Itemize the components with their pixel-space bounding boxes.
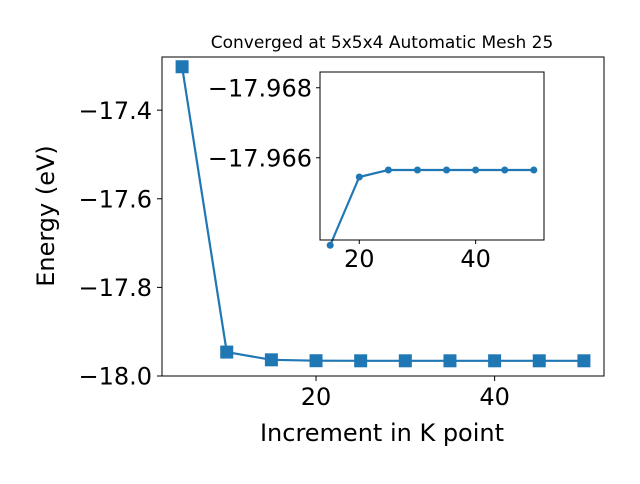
main-x-tick-label: 20 bbox=[301, 383, 332, 411]
main-y-tick-label: −17.6 bbox=[78, 185, 152, 213]
inset-data-point bbox=[530, 166, 538, 174]
inset-data-point bbox=[413, 166, 421, 174]
inset-background bbox=[320, 72, 544, 240]
inset-x-tick-label: 40 bbox=[460, 245, 491, 273]
main-y-tick-label: −17.4 bbox=[78, 97, 152, 125]
inset-data-point bbox=[501, 166, 509, 174]
main-data-point bbox=[532, 354, 546, 368]
main-y-tick-label: −17.8 bbox=[78, 274, 152, 302]
chart-title: Converged at 5x5x4 Automatic Mesh 25 bbox=[211, 33, 554, 53]
inset-data-point bbox=[355, 173, 363, 181]
main-data-point bbox=[264, 353, 278, 367]
main-data-point bbox=[354, 354, 368, 368]
main-axes: 20 40 −18.0 −17.8 −17.6 −17.4 bbox=[78, 97, 509, 411]
inset-data-point bbox=[326, 241, 334, 249]
main-plot-frame bbox=[161, 56, 605, 377]
main-data-point bbox=[175, 60, 189, 74]
inset-series-line bbox=[329, 168, 534, 246]
inset-data-point bbox=[472, 166, 480, 174]
x-axis-label: Increment in K point bbox=[260, 419, 504, 447]
inset-plot-frame bbox=[319, 71, 545, 241]
inset-axes: 20 40 −17.966 −17.968 bbox=[208, 74, 491, 273]
main-y-tick-label: −18.0 bbox=[78, 363, 152, 391]
inset-x-tick-label: 20 bbox=[344, 245, 375, 273]
main-data-point bbox=[309, 354, 323, 368]
main-data-point bbox=[577, 354, 591, 368]
main-plot: 20 40 −18.0 −17.8 −17.6 −17.4 Converged at 5x… bbox=[32, 33, 605, 447]
inset-series bbox=[326, 166, 538, 249]
main-series-line bbox=[181, 66, 584, 362]
main-x-tick-label: 40 bbox=[479, 383, 510, 411]
y-axis-label: Energy (eV) bbox=[32, 145, 60, 287]
inset-data-point bbox=[384, 166, 392, 174]
main-series bbox=[175, 60, 591, 368]
inset-plot: 20 40 −17.966 −17.968 bbox=[208, 71, 545, 273]
inset-data-point bbox=[443, 166, 451, 174]
main-data-point bbox=[220, 345, 234, 359]
inset-y-tick-label: −17.968 bbox=[208, 74, 312, 102]
main-data-point bbox=[443, 354, 457, 368]
inset-y-tick-label: −17.966 bbox=[208, 144, 312, 172]
main-data-point bbox=[398, 354, 412, 368]
main-data-point bbox=[488, 354, 502, 368]
